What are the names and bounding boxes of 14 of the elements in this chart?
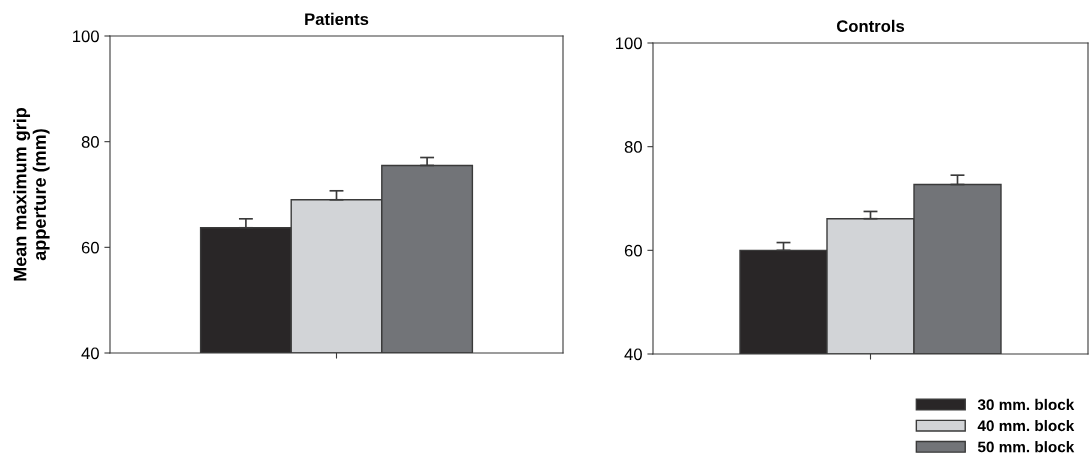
y-tick-label: 40 — [81, 347, 99, 360]
y-tick-label: 100 — [73, 30, 99, 43]
legend-label: 50 mm. block — [977, 441, 1075, 453]
chart-title: Controls — [836, 19, 905, 33]
y-tick-label: 40 — [624, 348, 642, 361]
chart-title: Patients — [305, 12, 369, 26]
y-axis-title: Mean maximum grip apperture (mm) — [13, 107, 50, 281]
y-tick-label: 60 — [624, 244, 642, 257]
legend-label: 30 mm. block — [977, 398, 1075, 411]
y-tick-label: 60 — [81, 241, 99, 254]
y-tick-label: 100 — [616, 37, 642, 50]
y-tick-label: 80 — [624, 141, 642, 153]
y-tick-label: 80 — [81, 136, 99, 148]
legend-label: 40 mm. block — [977, 419, 1075, 432]
